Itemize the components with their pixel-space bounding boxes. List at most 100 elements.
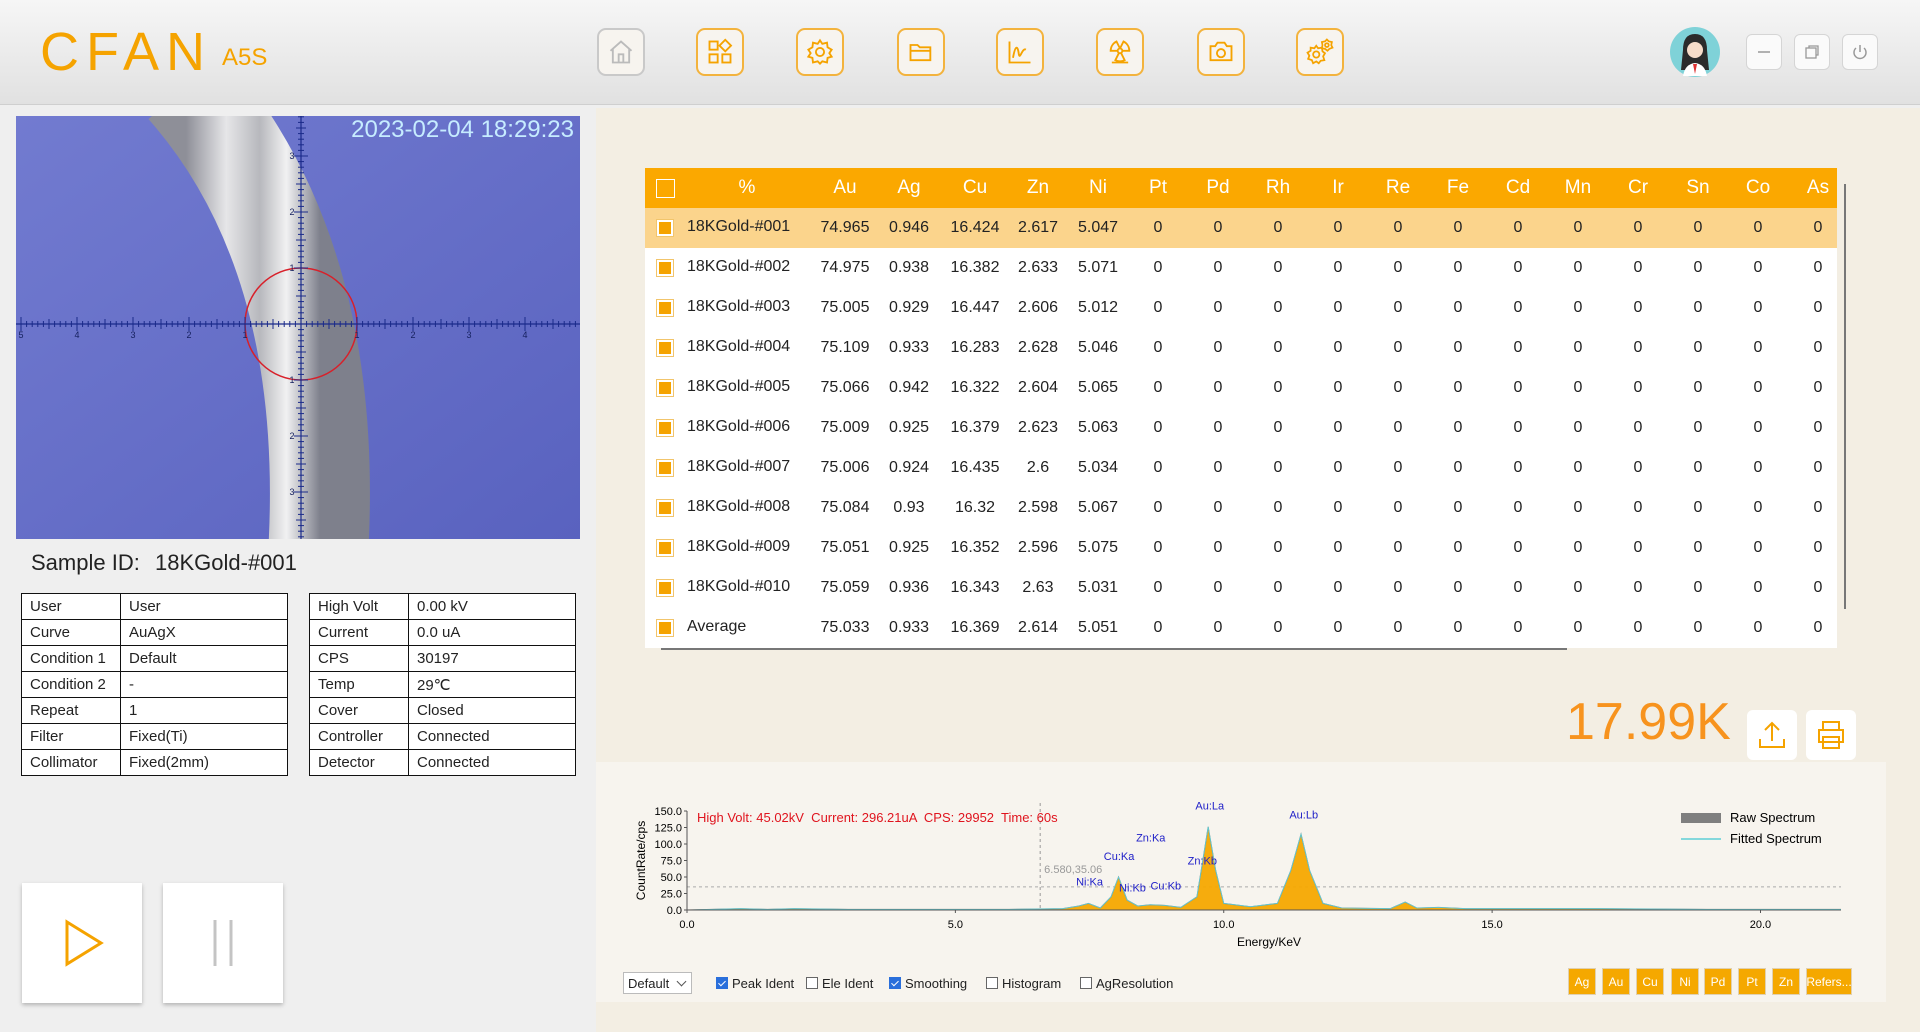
icon-part — [806, 38, 834, 65]
restore-button[interactable] — [1794, 34, 1830, 70]
scale-label: 5 — [18, 330, 23, 340]
icon-part — [1808, 45, 1819, 56]
logo: CFAN — [40, 22, 213, 82]
icon-part — [1693, 64, 1697, 74]
user-avatar[interactable] — [1669, 26, 1721, 78]
row-checkbox[interactable] — [657, 300, 673, 316]
camera-button[interactable] — [1197, 28, 1245, 76]
peak-label: Zn:Kb — [1188, 855, 1217, 867]
status-key: Current — [309, 619, 409, 646]
element-button[interactable]: Ni — [1671, 968, 1699, 995]
timestamp: 2023-02-04 18:29:23 — [351, 116, 574, 143]
settings-button[interactable] — [796, 28, 844, 76]
icon-part — [609, 40, 633, 64]
checkbox — [986, 977, 998, 989]
status-key: Detector — [309, 749, 409, 776]
y-tick-label: 25.0 — [661, 889, 682, 901]
spectrum-panel — [596, 762, 1886, 1002]
scale-label: 2 — [289, 431, 294, 441]
status-key: Collimator — [21, 749, 121, 776]
element-button[interactable]: Cu — [1636, 968, 1664, 995]
row-checkbox[interactable] — [657, 380, 673, 396]
status-value: 1 — [120, 697, 288, 724]
pause-button[interactable] — [163, 883, 283, 1003]
y-tick-label: 150.0 — [654, 806, 682, 818]
peak-label: Ni:Ka — [1076, 877, 1104, 889]
scale-label: 3 — [289, 487, 294, 497]
checkbox — [889, 977, 901, 989]
icon-part — [1312, 50, 1321, 59]
apps-button[interactable] — [696, 28, 744, 76]
checkbox-option[interactable]: Ele Ident — [806, 972, 873, 994]
status-key: Condition 1 — [21, 645, 121, 672]
row-checkbox[interactable] — [657, 340, 673, 356]
advanced-settings-button[interactable] — [1296, 28, 1344, 76]
start-button[interactable] — [22, 883, 142, 1003]
row-checkbox[interactable] — [657, 500, 673, 516]
checkbox-option[interactable]: Smoothing — [889, 972, 967, 994]
status-key: Temp — [309, 671, 409, 698]
status-row: Condition 2- — [21, 671, 288, 698]
element-button[interactable]: Zn — [1772, 968, 1800, 995]
model: A5S — [222, 44, 268, 71]
icon-part — [1008, 41, 1031, 64]
icon-part — [1320, 38, 1334, 52]
icon-part — [1818, 721, 1844, 749]
export-button[interactable] — [1747, 710, 1797, 760]
minimize-button[interactable] — [1746, 34, 1782, 70]
row-checkbox[interactable] — [657, 540, 673, 556]
checkbox-option[interactable]: Histogram — [986, 972, 1061, 994]
status-key: Repeat — [21, 697, 121, 724]
chart-button[interactable] — [996, 28, 1044, 76]
icon-part — [1853, 45, 1867, 60]
radiation-button[interactable] — [1096, 28, 1144, 76]
icon-part — [1209, 41, 1233, 62]
peak-label: Au:Lb — [1289, 809, 1318, 821]
element-button[interactable]: Ag — [1568, 968, 1596, 995]
legend-swatch — [1681, 813, 1721, 823]
element-button[interactable]: Au — [1602, 968, 1630, 995]
power-button[interactable] — [1842, 34, 1878, 70]
row-checkbox[interactable] — [657, 620, 673, 636]
status-value: 0.00 kV — [408, 593, 576, 620]
select-all-checkbox[interactable] — [656, 179, 675, 198]
row-checkbox[interactable] — [657, 580, 673, 596]
print-button[interactable] — [1806, 710, 1856, 760]
element-button[interactable]: Pd — [1704, 968, 1732, 995]
peak-label: Cu:Kb — [1150, 881, 1181, 893]
x-axis-label: Energy/KeV — [1237, 935, 1301, 949]
h-scrollbar — [661, 648, 1567, 650]
y-tick-label: 0.0 — [667, 905, 682, 917]
checkbox — [716, 977, 728, 989]
scale-label: 1 — [242, 330, 247, 340]
row-checkbox[interactable] — [657, 220, 673, 236]
checkbox-option[interactable]: AgResolution — [1080, 972, 1173, 994]
icon-part — [1805, 47, 1817, 59]
scale-label: 1 — [289, 375, 294, 385]
element-button[interactable]: Refers... — [1806, 968, 1852, 995]
row-checkbox[interactable] — [657, 420, 673, 436]
icon-part — [814, 46, 826, 58]
x-tick-label: 0.0 — [679, 919, 694, 931]
icon-part — [708, 38, 733, 64]
status-key: Filter — [21, 723, 121, 750]
status-value: Fixed(2mm) — [120, 749, 288, 776]
status-value: Fixed(Ti) — [120, 723, 288, 750]
status-key: High Volt — [309, 593, 409, 620]
icon-part — [609, 40, 633, 64]
folder-button[interactable] — [897, 28, 945, 76]
icon-part — [721, 53, 732, 64]
icon-part — [1853, 47, 1867, 60]
status-row: Cover Closed — [309, 697, 576, 724]
row-checkbox[interactable] — [657, 460, 673, 476]
checkbox-option[interactable]: Peak Ident — [716, 972, 794, 994]
spectrum-select[interactable]: Default — [623, 972, 692, 994]
y-tick-label: 75.0 — [661, 856, 682, 868]
element-button[interactable]: Pt — [1738, 968, 1766, 995]
home-button[interactable] — [597, 28, 645, 76]
status-value: AuAgX — [120, 619, 288, 646]
cursor-label: 6.580,35.06 — [1044, 864, 1102, 876]
scale-label: 4 — [522, 330, 527, 340]
row-checkbox[interactable] — [657, 260, 673, 276]
icon-part — [708, 53, 719, 64]
